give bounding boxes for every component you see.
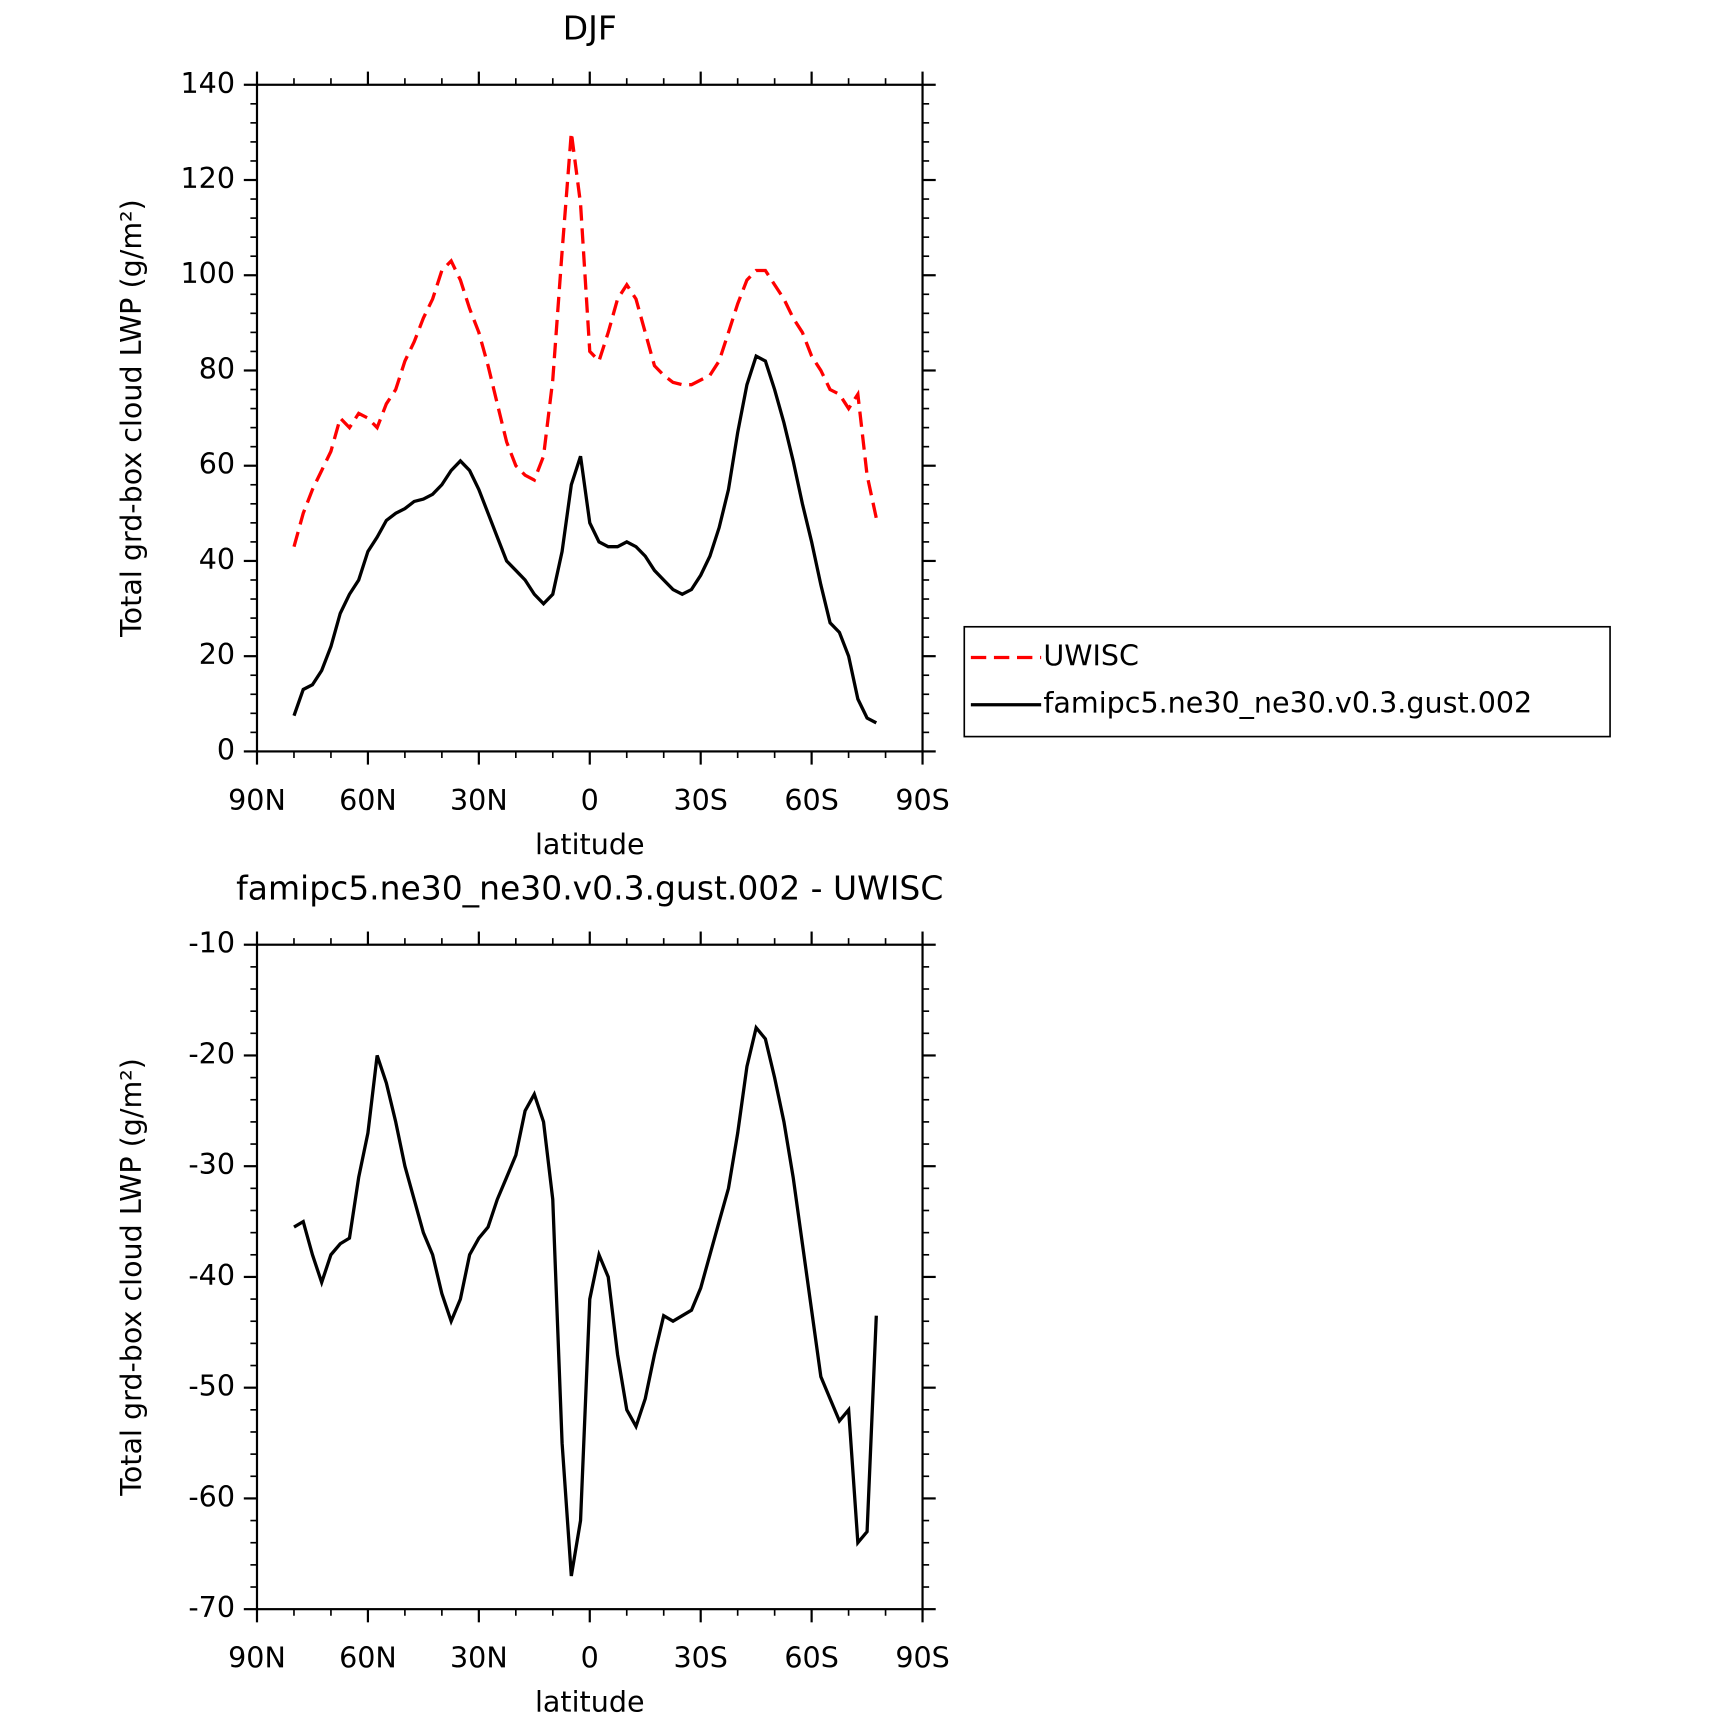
y-tick-label: 20 <box>199 637 235 671</box>
x-tick-label: 90S <box>895 1641 949 1675</box>
chart-title: DJF <box>563 8 617 47</box>
x-tick-label: 60N <box>339 783 397 817</box>
y-tick-label: 100 <box>181 256 236 290</box>
y-tick-label: -40 <box>188 1258 235 1292</box>
x-tick-label: 30S <box>673 783 727 817</box>
data-line <box>292 132 878 548</box>
y-tick-label: 140 <box>181 66 236 100</box>
x-tick-label: 0 <box>581 783 599 817</box>
x-tick-label: 30N <box>450 1641 508 1675</box>
x-axis-label: latitude <box>535 827 645 861</box>
x-tick-label: 30S <box>673 1641 727 1675</box>
legend-label: UWISC <box>1043 639 1139 673</box>
y-tick-label: 60 <box>199 447 235 481</box>
data-line <box>292 353 878 725</box>
chart-title: famipc5.ne30_ne30.v0.3.gust.002 - UWISC <box>236 868 943 907</box>
y-tick-label: -20 <box>188 1036 235 1070</box>
y-tick-label: -10 <box>188 926 235 960</box>
x-tick-label: 0 <box>581 1641 599 1675</box>
x-tick-label: 60N <box>339 1641 397 1675</box>
data-line <box>293 1024 878 1577</box>
y-tick-label: 0 <box>217 732 235 766</box>
x-axis-label: latitude <box>535 1685 645 1717</box>
y-tick-label: -30 <box>188 1147 235 1181</box>
y-tick-label: 80 <box>199 351 235 385</box>
y-axis-label: Total grd-box cloud LWP (g/m²) <box>114 199 148 638</box>
y-tick-label: -50 <box>188 1369 235 1403</box>
x-tick-label: 30N <box>450 783 508 817</box>
y-axis-label: Total grd-box cloud LWP (g/m²) <box>114 1058 148 1497</box>
y-tick-label: -70 <box>188 1590 235 1624</box>
y-tick-label: 120 <box>181 161 236 195</box>
y-tick-label: 40 <box>199 542 235 576</box>
x-tick-label: 60S <box>784 783 838 817</box>
legend-box <box>963 625 1611 738</box>
x-tick-label: 90N <box>228 1641 286 1675</box>
plot-frame <box>255 943 924 1611</box>
x-tick-label: 90S <box>895 783 949 817</box>
x-tick-label: 60S <box>784 1641 838 1675</box>
y-tick-label: -60 <box>188 1479 235 1513</box>
legend-label: famipc5.ne30_ne30.v0.3.gust.002 <box>1043 686 1532 720</box>
x-tick-label: 90N <box>228 783 286 817</box>
